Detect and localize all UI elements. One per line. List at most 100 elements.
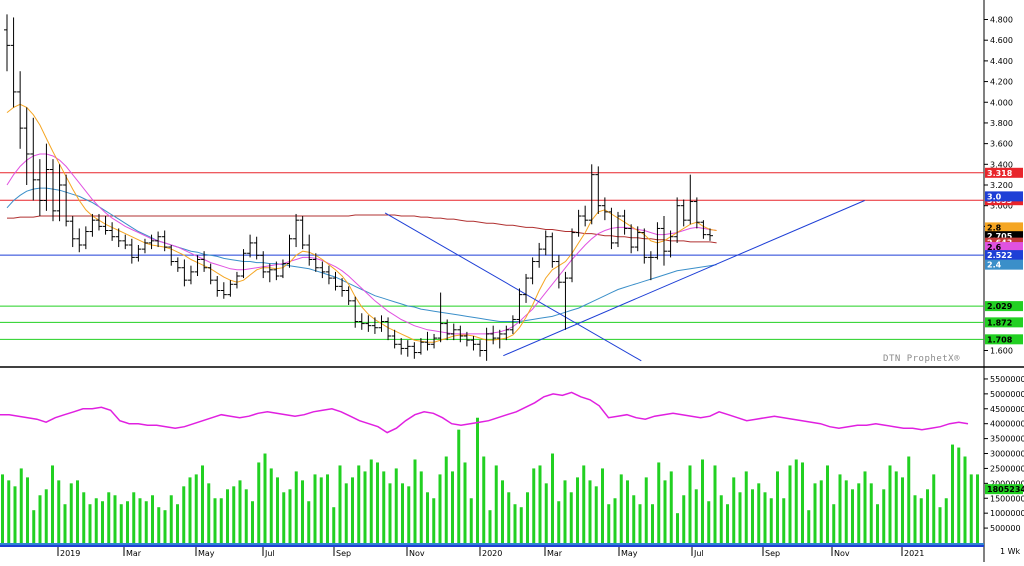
ohlc-bar <box>641 228 648 264</box>
price-tag-box <box>985 231 1023 242</box>
ohlc-bar <box>266 263 273 283</box>
volume-bar <box>51 465 54 543</box>
price-tag-label: 1.708 <box>987 335 1013 344</box>
volume-bar <box>432 498 436 543</box>
volume-bar <box>738 492 742 543</box>
volume-bar <box>976 474 979 543</box>
volume-bar <box>826 465 829 543</box>
volume-bar <box>888 465 892 543</box>
volume-axis-tick-label: 1000000 <box>990 509 1024 518</box>
price-tag-label: 3.318 <box>987 169 1013 178</box>
volume-bar <box>663 480 667 543</box>
ohlc-bar <box>516 288 523 324</box>
ohlc-bar <box>214 276 221 297</box>
ohlc-bar <box>496 329 503 349</box>
volume-bar <box>351 477 354 543</box>
ohlc-bar <box>148 234 155 250</box>
price-tag-box <box>985 334 1023 345</box>
volume-bar <box>882 489 886 543</box>
ohlc-bar <box>49 159 56 222</box>
support-resistance-lines <box>0 172 984 340</box>
ohlc-bar <box>240 249 247 279</box>
volume-bar <box>13 486 17 543</box>
price-axis-tick-label: 1.600 <box>990 346 1013 355</box>
ohlc-bar <box>529 257 536 285</box>
volume-bar <box>382 471 386 543</box>
price-tag-box <box>985 242 1023 253</box>
volume-bar <box>451 471 454 543</box>
volume-bar <box>32 510 36 543</box>
price-tag-label: 3.0 <box>987 192 1002 201</box>
volume-bar <box>82 492 86 543</box>
volume-bar <box>926 489 929 543</box>
volume-bar <box>532 468 536 543</box>
volume-axis-tick-label: 4000000 <box>990 420 1024 429</box>
ohlc-bar <box>187 265 194 285</box>
trendline <box>384 212 642 362</box>
volume-bar <box>163 510 167 543</box>
ohlc-bar <box>654 222 661 260</box>
ohlc-bar <box>523 273 530 303</box>
price-tag: 2.522 <box>985 250 1023 261</box>
volume-bar <box>1 474 4 543</box>
volume-bar <box>807 510 811 543</box>
volume-bar <box>282 492 286 543</box>
volume-bar <box>276 477 279 543</box>
ohlc-bar <box>706 228 713 241</box>
ohlc-bar <box>10 17 17 108</box>
volume-bar <box>788 465 792 543</box>
price-tag-box <box>985 484 1023 495</box>
ohlc-bar <box>306 234 313 266</box>
date-axis-label: Jul <box>693 549 704 558</box>
ohlc-bar <box>365 315 372 332</box>
volume-bar <box>551 453 554 543</box>
volume-bar <box>644 477 648 543</box>
volume-bar <box>438 474 442 543</box>
volume-axis-tick-label: 5500000 <box>990 375 1024 384</box>
volume-bar <box>507 492 511 543</box>
volume-bar <box>963 456 967 543</box>
volume-bar <box>844 480 848 543</box>
ohlc-bar <box>450 323 457 341</box>
volume-bar <box>576 477 579 543</box>
volume-bar <box>676 513 679 543</box>
ohlc-bar <box>509 315 516 334</box>
volume-bar <box>307 501 311 543</box>
ohlc-bar <box>542 230 549 256</box>
ohlc-bar <box>286 234 293 268</box>
date-strip <box>0 543 984 547</box>
ohlc-bar <box>63 174 70 227</box>
volume-bar <box>757 483 761 543</box>
ohlc-bar <box>661 216 667 266</box>
volume-bar <box>969 474 973 543</box>
volume-bar <box>219 498 223 543</box>
ohlc-bar <box>391 329 398 349</box>
volume-bar <box>207 483 211 543</box>
ohlc-bar <box>82 226 89 250</box>
volume-bar <box>557 501 561 543</box>
volume-bar <box>401 483 404 543</box>
ohlc-bar <box>76 228 83 253</box>
volume-bar <box>657 462 661 543</box>
volume-bar <box>651 504 654 543</box>
volume-bar <box>344 483 348 543</box>
ohlc-bar <box>680 199 687 227</box>
volume-bar <box>526 492 529 543</box>
volume-bar <box>857 483 861 543</box>
ohlc-bar <box>601 197 608 221</box>
volume-bar <box>419 471 423 543</box>
open-interest <box>0 391 969 434</box>
volume-bar <box>413 459 417 543</box>
ohlc-bar <box>325 265 332 285</box>
ohlc-bar <box>424 331 431 351</box>
ohlc-bar <box>207 263 214 285</box>
volume-bar <box>194 474 198 543</box>
price-tag: 2.029 <box>985 301 1023 312</box>
ohlc-bar <box>417 338 424 355</box>
price-tag: 2.4 <box>985 259 1023 270</box>
price-tag-box <box>985 250 1023 261</box>
ohlc-bar <box>700 220 707 239</box>
